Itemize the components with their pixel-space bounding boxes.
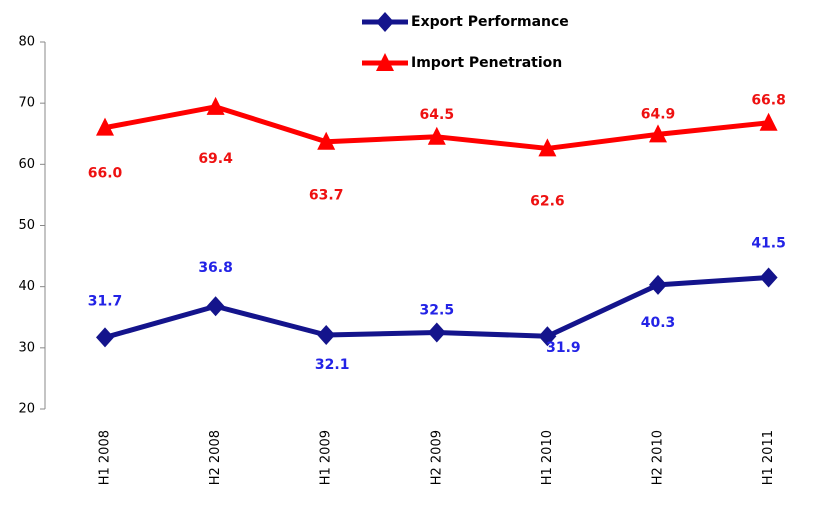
data-label: 31.7 — [88, 293, 123, 309]
data-label: 66.0 — [88, 166, 123, 182]
marker — [96, 327, 114, 348]
data-label: 41.5 — [751, 235, 786, 251]
marker — [206, 296, 225, 317]
x-tick-label: H1 2011 — [761, 430, 776, 485]
data-label: 64.9 — [641, 106, 676, 122]
marker — [427, 126, 446, 145]
y-tick-label: 70 — [18, 96, 35, 111]
data-label: 40.3 — [641, 315, 676, 331]
legend-marker — [376, 53, 394, 71]
data-label: 69.4 — [198, 151, 233, 167]
legend-label: Export Performance — [411, 14, 569, 30]
y-tick-label: 80 — [18, 35, 35, 50]
marker — [538, 326, 557, 347]
y-tick-label: 50 — [18, 218, 35, 233]
data-label: 64.5 — [420, 107, 455, 123]
marker — [427, 322, 446, 343]
legend-label: Import Penetration — [411, 55, 562, 71]
y-tick-label: 40 — [18, 279, 35, 294]
data-label: 62.6 — [530, 193, 565, 209]
marker — [317, 131, 336, 150]
marker — [649, 274, 667, 295]
x-tick-label: H2 2008 — [208, 430, 223, 485]
marker — [649, 124, 667, 143]
y-tick-label: 30 — [18, 340, 35, 355]
x-tick-label: H1 2008 — [98, 430, 113, 485]
data-label: 63.7 — [309, 188, 344, 204]
marker — [759, 267, 778, 288]
x-tick-label: H1 2010 — [540, 430, 555, 485]
y-tick-label: 60 — [18, 157, 35, 172]
data-label: 32.1 — [315, 357, 350, 373]
marker — [538, 138, 557, 157]
marker — [317, 324, 336, 345]
legend-marker — [376, 12, 394, 32]
data-label: 32.5 — [420, 303, 455, 319]
data-label: 31.9 — [546, 340, 581, 356]
data-label: 36.8 — [198, 260, 233, 276]
x-tick-label: H1 2009 — [319, 430, 334, 485]
x-tick-label: H2 2009 — [429, 430, 444, 485]
marker — [759, 112, 778, 131]
marker — [206, 96, 225, 115]
marker — [96, 117, 114, 136]
x-tick-label: H2 2010 — [651, 430, 666, 485]
data-label: 66.8 — [751, 93, 786, 109]
y-tick-label: 20 — [18, 402, 35, 417]
